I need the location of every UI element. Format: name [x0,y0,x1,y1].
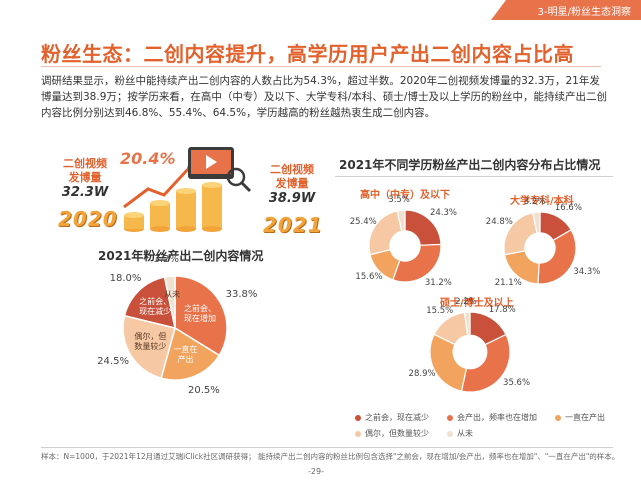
pie-slice-label-4: 从未 [164,289,181,299]
donut-2-value-label-1: 35.6% [503,377,531,388]
year-2020: 2020 [58,207,118,231]
legend-item-increase: 会产出，频率也在增加 [447,412,537,423]
donut-0-slice-4 [396,209,406,232]
legend-label-increase: 会产出，频率也在增加 [457,413,537,422]
donut-2-slice-1 [460,333,511,393]
donut-1-value-label-0: 16.6% [554,203,582,214]
pie-title-highschool: 高中（中专）及以下 [360,190,450,201]
footnote-divider [41,447,613,448]
donut-1-slice-1 [537,229,577,285]
legend-item-continuous: 一直在产出 [555,412,605,423]
pie-slice-3 [123,276,176,330]
chart-title-overall: 2021年粉丝产出二创内容情况 [98,249,264,263]
video-screen-icon [188,147,252,193]
pie-slice-4 [163,275,176,329]
donut-0-slice-1 [392,243,442,283]
legend-dot-decrease [355,414,361,421]
pie-slice-2 [122,314,176,380]
legend-dot-never [447,430,453,437]
legend-label-occasional: 偶尔，但数量较少 [365,429,429,438]
donut-2-value-label-4: 2.2% [455,297,477,308]
legend-label-continuous: 一直在产出 [565,413,605,422]
pie-value-label-4: 3.2% [153,254,179,266]
stat-2021-label: 二创视频 发博量 [270,163,314,190]
stat-2020: 二创视频 发博量 32.3W [50,157,120,200]
chart-title-education: 2021年不同学历粉丝产出二创内容分布占比情况 [339,158,601,172]
legend-dot-occasional [355,430,361,437]
donut-0-value-label-0: 24.3% [429,207,457,218]
stat-2020-value: 32.3W [61,185,109,200]
legend-label-decrease: 之前会，现在减少 [365,413,429,422]
section-divider [335,176,613,177]
legend-item-decrease: 之前会，现在减少 [355,412,429,423]
growth-illustration [123,147,252,232]
donut-1-value-label-3: 24.8% [485,217,513,228]
stat-2020-label: 二创视频 发博量 [63,157,107,184]
legend-item-occasional: 偶尔，但数量较少 [355,428,429,439]
donut-2-slice-2 [429,333,468,392]
section-tag-label: 3-明星/粉丝生态洞察 [537,7,631,18]
coin-stacks-icon [124,182,222,232]
donut-0-value-label-1: 31.2% [424,278,452,289]
chart-legend: 之前会，现在减少 会产出，频率也在增加 一直在产出 偶尔，但数量较少 从未 [355,412,625,442]
stat-2021-value: 38.9W [268,191,316,206]
pie-chart-overall [122,275,228,381]
year-2021: 2021 [263,213,323,237]
pie-slice-1 [160,326,221,381]
donut-1-value-label-4: 3.2% [523,197,546,208]
pie-title-master: 硕士/博士及以上 [440,298,514,309]
donut-1-value-label-1: 34.3% [573,267,601,278]
pie-slice-label-0: 之前会、 现在增加 [183,304,216,324]
legend-dot-increase [447,414,453,421]
growth-rate: 20.4% [120,149,176,168]
donut-1-slice-4 [532,211,541,234]
pie-slice-label-1: 一直在 产出 [173,344,198,364]
summary-paragraph: 调研结果显示，粉丝中能持续产出二创内容的人数占比为54.3%，超过半数。2020… [41,75,607,119]
donut-0-value-label-2: 15.6% [355,271,383,282]
donut-1-value-label-2: 21.1% [494,277,522,288]
donut-2-value-label-0: 17.8% [488,304,516,315]
donut-0-value-label-3: 25.4% [349,216,377,227]
legend-dot-continuous [555,414,561,421]
header-bar: 3-明星/粉丝生态洞察 [0,0,641,22]
page-number: -29- [308,467,324,476]
page-title: 粉丝生态：二创内容提升，高学历用户产出二创内容占比高 [41,42,574,66]
section-tag: 3-明星/粉丝生态洞察 [491,0,641,20]
pie-slice-label-3: 之前会、 现在减少 [139,297,172,317]
title-divider [41,66,601,67]
donut-2-value-label-2: 28.9% [408,368,436,379]
footnote: 样本：N=1000，于2021年12月通过艾瑞iClick社区调研获得； 能持续… [41,452,620,461]
pie-value-label-3: 18.0% [109,273,142,285]
stat-2021: 二创视频 发博量 38.9W [257,163,327,206]
pie-title-bachelor: 大学专科/本科 [510,196,574,207]
donut-0-value-label-4: 3.5% [388,195,410,206]
donut-2-slice-4 [463,311,471,337]
legend-label-never: 从未 [457,429,473,438]
legend-item-never: 从未 [447,428,473,439]
pie-value-label-0: 33.8% [225,288,258,300]
pie-slice-label-2: 偶尔，但 数量较少 [134,332,167,352]
pie-value-label-1: 20.5% [188,385,220,397]
donut-2-value-label-3: 15.5% [426,306,454,317]
pie-value-label-2: 24.5% [97,356,129,368]
